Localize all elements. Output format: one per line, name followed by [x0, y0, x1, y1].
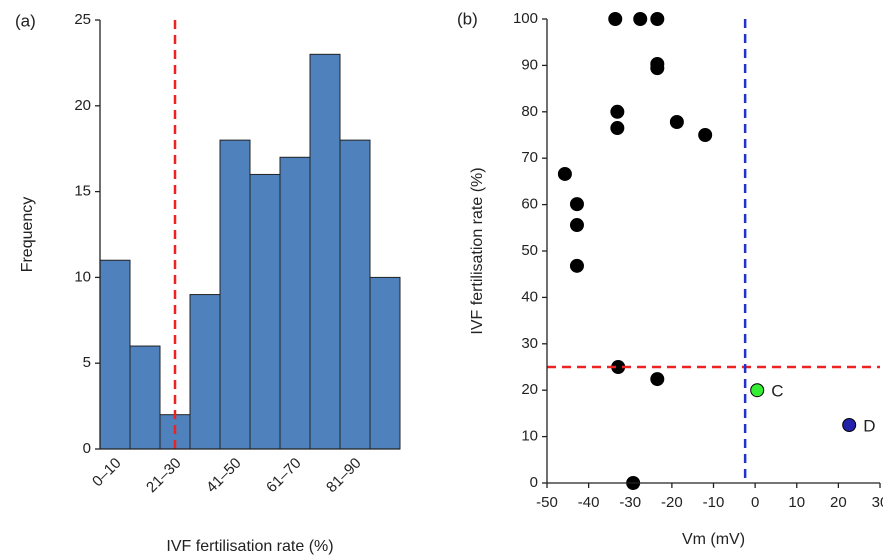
y-tick-label: 10	[521, 428, 538, 445]
bar	[369, 276, 401, 450]
y-axis-label: Frequency	[19, 197, 36, 273]
bar	[99, 259, 131, 450]
point	[569, 197, 584, 212]
x-tick-label: 0–10	[89, 455, 125, 491]
point	[569, 258, 584, 273]
x-tick-label: 30	[872, 494, 883, 511]
panel-label: (a)	[15, 11, 36, 30]
point	[608, 12, 623, 26]
y-tick-label: 15	[74, 183, 91, 200]
y-tick-label: 40	[521, 288, 538, 305]
panel-label: (b)	[457, 9, 478, 28]
bar	[339, 139, 371, 450]
bar	[129, 345, 161, 450]
x-axis-label: IVF fertilisation rate (%)	[166, 538, 333, 555]
x-tick-label: 20	[830, 494, 847, 511]
x-tick-label: 10	[788, 494, 805, 511]
x-tick-label: 41–50	[203, 455, 245, 497]
y-tick-label: 20	[74, 97, 91, 114]
y-tick-label: 90	[521, 56, 538, 73]
bar	[309, 53, 341, 450]
y-tick-label: 10	[74, 268, 91, 285]
point	[650, 372, 665, 387]
point-label: D	[863, 416, 875, 435]
point	[750, 383, 765, 398]
point-label: C	[771, 382, 783, 401]
bar	[189, 294, 221, 450]
y-tick-label: 100	[513, 10, 538, 27]
y-tick-label: 0	[530, 474, 538, 491]
x-tick-label: 81–90	[323, 455, 365, 497]
point	[633, 12, 648, 26]
y-tick-label: 30	[521, 335, 538, 352]
x-tick-label: -30	[619, 494, 641, 511]
point	[569, 218, 584, 233]
point	[650, 12, 665, 26]
y-tick-label: 50	[521, 242, 538, 259]
point	[698, 128, 713, 142]
point	[842, 418, 857, 432]
bar	[249, 173, 281, 450]
y-tick-label: 70	[521, 149, 538, 166]
x-tick-label: 21–30	[143, 455, 185, 497]
y-tick-label: 80	[521, 103, 538, 120]
y-tick-label: 20	[521, 381, 538, 398]
y-tick-label: 0	[83, 440, 91, 457]
point	[669, 115, 684, 130]
y-tick-label: 60	[521, 196, 538, 213]
point	[650, 61, 665, 76]
x-tick-label: -10	[703, 494, 725, 511]
bar	[219, 139, 251, 450]
point	[557, 166, 572, 181]
x-tick-label: -20	[661, 494, 683, 511]
x-tick-label: 0	[751, 494, 759, 511]
x-tick-label: 61–70	[263, 455, 305, 497]
x-tick-label: -40	[578, 494, 600, 511]
x-tick-label: -50	[536, 494, 558, 511]
bar	[279, 156, 311, 450]
y-tick-label: 5	[83, 354, 91, 371]
point	[610, 121, 625, 136]
y-axis-label: IVF fertilisation rate (%)	[469, 167, 486, 334]
x-axis-label: Vm (mV)	[682, 531, 745, 548]
y-tick-label: 25	[74, 11, 91, 28]
point	[610, 104, 625, 119]
